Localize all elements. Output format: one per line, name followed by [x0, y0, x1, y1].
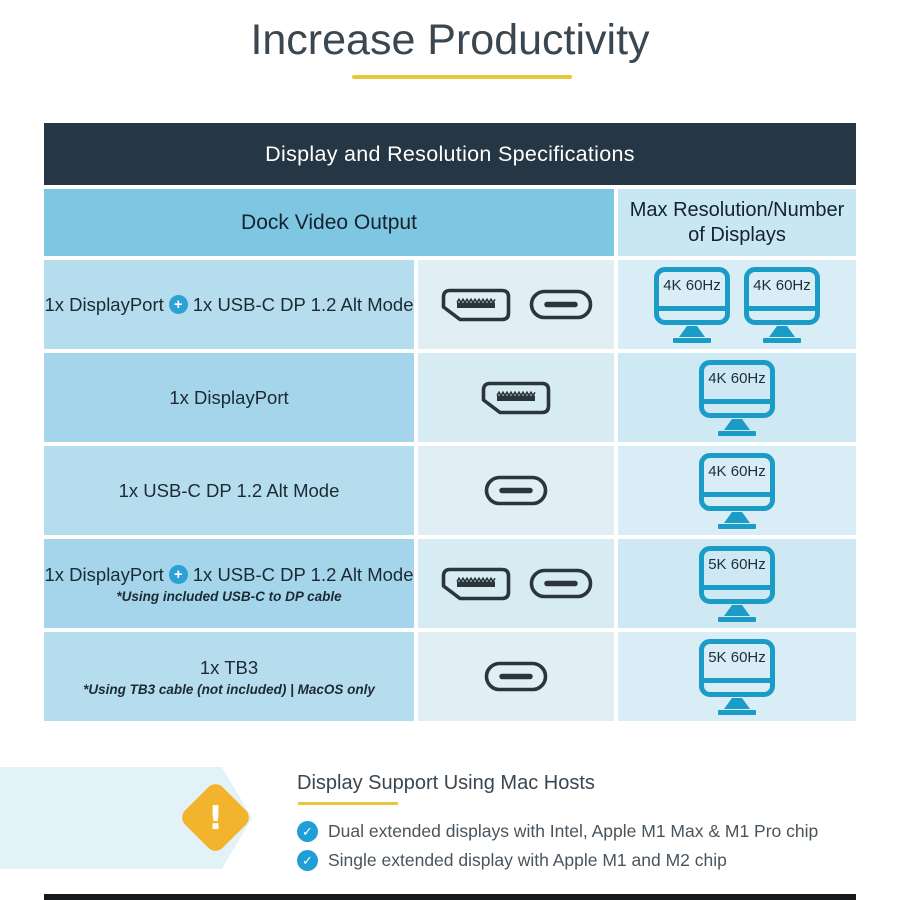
- monitor-bezel-line: [659, 305, 725, 311]
- resolution-label: 4K 60Hz: [708, 369, 766, 387]
- monitor-bezel-line: [704, 398, 770, 404]
- row-5-ports-cell: [418, 632, 614, 721]
- monitor-base: [718, 430, 756, 436]
- row-label-start: 1x DisplayPort: [44, 563, 164, 585]
- row-3-output-cell: 1x USB-C DP 1.2 Alt Mode: [44, 446, 414, 535]
- monitor-base: [673, 337, 711, 343]
- bottom-divider-bar: [44, 894, 856, 900]
- check-icon: ✓: [297, 850, 318, 871]
- row-label-start: 1x DisplayPort: [44, 293, 164, 315]
- table-title: Display and Resolution Specifications: [265, 141, 635, 166]
- row-label-end: 1x USB-C DP 1.2 Alt Mode: [192, 563, 414, 585]
- plus-icon: +: [168, 295, 188, 314]
- page-title: Increase Productivity: [250, 16, 650, 64]
- column-header-dock-video-output: Dock Video Output: [44, 189, 614, 256]
- resolution-label: 5K 60Hz: [708, 555, 766, 573]
- footer-bullets: ✓ Dual extended displays with Intel, App…: [297, 821, 818, 871]
- row-label-end: 1x USB-C DP 1.2 Alt Mode: [192, 293, 414, 315]
- monitor-screen: 4K 60Hz: [699, 359, 775, 418]
- row-5-output-cell: 1x TB3 *Using TB3 cable (not included) |…: [44, 632, 414, 721]
- row-label: 1x DisplayPort: [169, 387, 288, 409]
- table-title-bar: Display and Resolution Specifications: [44, 123, 856, 185]
- monitor-bezel-line: [749, 305, 815, 311]
- row-2-monitors-cell: 4K 60Hz: [618, 353, 856, 442]
- resolution-label: 4K 60Hz: [708, 462, 766, 480]
- monitor-base: [718, 616, 756, 622]
- row-label: 1x DisplayPort + 1x USB-C DP 1.2 Alt Mod…: [45, 294, 414, 316]
- row-4-ports-cell: [418, 539, 614, 628]
- usb-c-icon: [529, 289, 593, 320]
- monitor-screen: 5K 60Hz: [699, 545, 775, 604]
- row-label-start: 1x USB-C DP 1.2 Alt Mode: [118, 479, 340, 501]
- monitor-base: [718, 709, 756, 715]
- exclamation-glyph: !: [207, 798, 224, 837]
- row-label: 1x USB-C DP 1.2 Alt Mode: [119, 480, 340, 502]
- monitor-bezel-line: [704, 584, 770, 590]
- monitor-screen: 4K 60Hz: [744, 266, 820, 325]
- row-label: 1x DisplayPort + 1x USB-C DP 1.2 Alt Mod…: [45, 564, 414, 586]
- row-3-ports-cell: [418, 446, 614, 535]
- monitor-base: [718, 523, 756, 529]
- row-2-output-cell: 1x DisplayPort: [44, 353, 414, 442]
- row-3-monitors-cell: 4K 60Hz: [618, 446, 856, 535]
- monitor-icon: 5K 60Hz: [699, 638, 775, 715]
- monitor-stand: [724, 604, 750, 616]
- spec-table: Display and Resolution Specifications Do…: [44, 123, 856, 721]
- row-4-output-cell: 1x DisplayPort + 1x USB-C DP 1.2 Alt Mod…: [44, 539, 414, 628]
- column-header-label: Max Resolution/Number of Displays: [629, 198, 845, 246]
- monitor-screen: 5K 60Hz: [699, 638, 775, 697]
- plus-icon: +: [168, 565, 188, 584]
- row-4-monitors-cell: 5K 60Hz: [618, 539, 856, 628]
- row-5-monitors-cell: 5K 60Hz: [618, 632, 856, 721]
- monitor-stand: [769, 325, 795, 337]
- monitor-bezel-line: [704, 491, 770, 497]
- row-label: 1x TB3: [200, 657, 258, 679]
- row-label-start: 1x TB3: [199, 656, 259, 678]
- resolution-label: 5K 60Hz: [708, 648, 766, 666]
- monitor-icon: 4K 60Hz: [654, 266, 730, 343]
- row-1-monitors-cell: 4K 60Hz 4K 60Hz: [618, 260, 856, 349]
- displayport-icon: [441, 567, 511, 600]
- usb-c-icon: [484, 661, 548, 692]
- footer-heading-underline: [298, 802, 398, 805]
- row-label-start: 1x DisplayPort: [169, 386, 289, 408]
- bullet-text: Dual extended displays with Intel, Apple…: [328, 821, 819, 841]
- row-2-ports-cell: [418, 353, 614, 442]
- monitor-bezel-line: [704, 677, 770, 683]
- monitor-icon: 4K 60Hz: [699, 359, 775, 436]
- monitor-stand: [724, 511, 750, 523]
- row-note: *Using included USB-C to DP cable: [116, 588, 342, 604]
- resolution-label: 4K 60Hz: [663, 276, 721, 294]
- resolution-label: 4K 60Hz: [753, 276, 811, 294]
- bullet-item: ✓ Dual extended displays with Intel, App…: [297, 821, 818, 842]
- row-1-ports-cell: [418, 260, 614, 349]
- title-underline: [352, 75, 572, 79]
- monitor-screen: 4K 60Hz: [699, 452, 775, 511]
- usb-c-icon: [529, 568, 593, 599]
- monitor-stand: [679, 325, 705, 337]
- monitor-icon: 4K 60Hz: [699, 452, 775, 529]
- usb-c-icon: [484, 475, 548, 506]
- monitor-stand: [724, 697, 750, 709]
- monitor-screen: 4K 60Hz: [654, 266, 730, 325]
- column-header-label: Dock Video Output: [241, 210, 417, 234]
- monitor-base: [763, 337, 801, 343]
- monitor-stand: [724, 418, 750, 430]
- column-header-max-resolution: Max Resolution/Number of Displays: [618, 189, 856, 256]
- bullet-item: ✓ Single extended display with Apple M1 …: [297, 850, 818, 871]
- displayport-icon: [441, 288, 511, 321]
- check-icon: ✓: [297, 821, 318, 842]
- monitor-icon: 4K 60Hz: [744, 266, 820, 343]
- monitor-icon: 5K 60Hz: [699, 545, 775, 622]
- row-note: *Using TB3 cable (not included) | MacOS …: [83, 681, 375, 697]
- footer-heading: Display Support Using Mac Hosts: [297, 772, 595, 794]
- row-1-output-cell: 1x DisplayPort + 1x USB-C DP 1.2 Alt Mod…: [44, 260, 414, 349]
- displayport-icon: [481, 381, 551, 414]
- bullet-text: Single extended display with Apple M1 an…: [328, 850, 727, 870]
